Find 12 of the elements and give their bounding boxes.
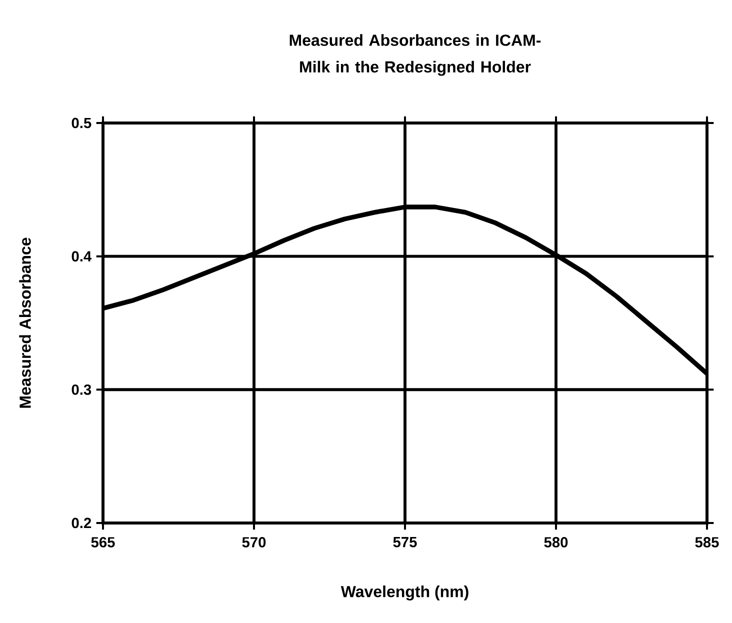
x-tick-label: 580 <box>544 537 568 548</box>
y-tick-label: 0.5 <box>72 118 92 128</box>
y-tick-label: 0.4 <box>72 251 92 262</box>
y-tick-label: 0.2 <box>72 518 92 528</box>
x-tick-label: 565 <box>91 537 115 548</box>
x-tick-label: 585 <box>695 537 719 548</box>
y-tick-label: 0.3 <box>72 384 92 395</box>
x-tick-label: 570 <box>242 537 266 548</box>
y-axis-title: Measured Absorbance <box>19 238 31 408</box>
x-tick-label: 575 <box>393 537 417 548</box>
x-axis-title: Wavelength (nm) <box>340 586 468 600</box>
chart-title: Measured Absorbances in ICAM-Milk in the Redesigned Holder <box>290 34 541 76</box>
